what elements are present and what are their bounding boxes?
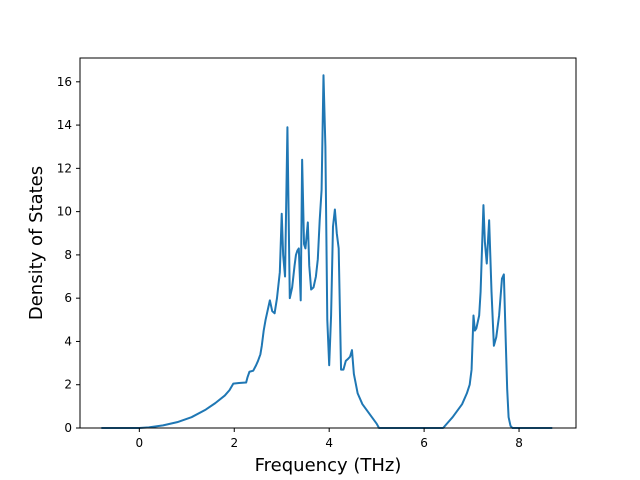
y-axis-label: Density of States [26, 166, 47, 320]
y-tick-label: 12 [57, 161, 72, 175]
x-axis-label: Frequency (THz) [255, 455, 402, 476]
plot-frame [79, 57, 577, 429]
axis-ticks: 0 2 4 6 8 0 2 4 6 8 10 12 14 16 [57, 75, 523, 450]
chart-marks [101, 74, 553, 429]
y-tick-label: 6 [64, 291, 72, 305]
y-tick-label: 4 [64, 334, 72, 348]
x-tick-label: 8 [515, 436, 523, 450]
x-tick-label: 4 [325, 436, 333, 450]
x-tick-label: 0 [136, 436, 144, 450]
x-tick-label: 2 [230, 436, 238, 450]
y-tick-label: 8 [64, 248, 72, 262]
series-line-0 [101, 74, 553, 429]
y-tick-label: 14 [57, 118, 72, 132]
x-tick-label: 6 [420, 436, 428, 450]
y-tick-label: 2 [64, 378, 72, 392]
y-tick-label: 16 [57, 75, 72, 89]
y-tick-label: 10 [57, 205, 72, 219]
y-tick-label: 0 [64, 421, 72, 435]
plot-area [80, 58, 576, 428]
